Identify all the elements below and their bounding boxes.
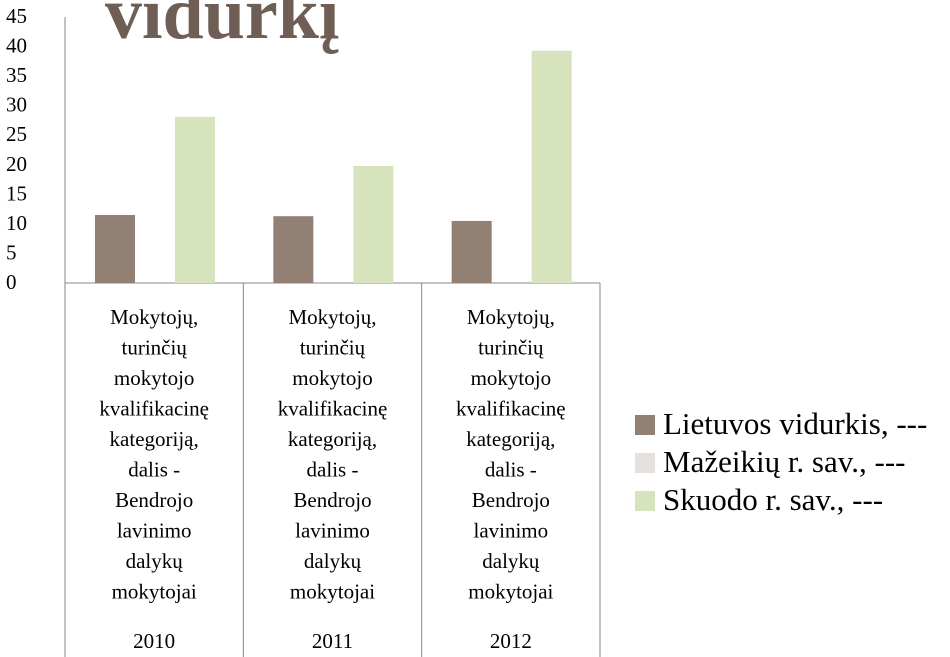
y-tick-label: 30 (6, 93, 27, 117)
y-tick-label: 15 (6, 181, 27, 205)
legend-swatch (635, 415, 655, 435)
bar (95, 215, 135, 283)
bar (353, 165, 394, 283)
category-label-line: turinčių (300, 336, 366, 360)
y-tick-label: 10 (6, 211, 27, 235)
legend-label: Lietuvos vidurkis, --- (663, 406, 928, 441)
category-label-line: Mokytojų, (110, 305, 198, 329)
category-label-line: Mokytojų, (467, 305, 555, 329)
legend-item: Lietuvos vidurkis, --- (635, 405, 947, 443)
y-tick-label: 45 (6, 4, 27, 28)
x-tick-label: 2012 (490, 629, 532, 653)
category-label: Mokytojų, turinčių mokytojo kvalifikacinę ka… (99, 305, 209, 604)
category-label-line: dalykų (126, 549, 184, 573)
category-label-line: dalis - (485, 458, 537, 482)
category-label-line: dalykų (482, 549, 540, 573)
category-label-line: mokytojai (290, 580, 375, 604)
category-label-line: mokytojo (471, 366, 552, 390)
category-label-line: mokytojo (292, 366, 373, 390)
legend: Lietuvos vidurkis, --- Mažeikių r. sav., … (635, 405, 947, 519)
category-label-line: lavinimo (473, 519, 548, 543)
category-label-line: mokytojai (468, 580, 553, 604)
category-label-line: dalis - (307, 458, 359, 482)
category-label-line: Mokytojų, (288, 305, 376, 329)
category-label-line: Bendrojo (472, 488, 550, 512)
y-tick-label: 0 (6, 270, 17, 294)
category-label-line: dalykų (304, 549, 362, 573)
category-label-line: dalis - (128, 458, 180, 482)
category-label-line: kategoriją, (466, 427, 555, 451)
bar (451, 220, 492, 283)
category-label-line: Bendrojo (293, 488, 371, 512)
y-tick-label: 40 (6, 34, 27, 58)
category-label-line: kategoriją, (110, 427, 199, 451)
category-label-line: kvalifikacinę (99, 397, 209, 421)
category-label: Mokytojų, turinčių mokytojo kvalifikacinę ka… (278, 305, 388, 604)
x-tick-label: 2010 (133, 629, 175, 653)
category-label-line: kategoriją, (288, 427, 377, 451)
category-label-line: lavinimo (117, 519, 192, 543)
legend-swatch (635, 491, 655, 511)
legend-item: Mažeikių r. sav., --- (635, 443, 947, 481)
bar (531, 50, 572, 284)
y-tick-label: 20 (6, 152, 27, 176)
category-label-line: mokytojai (112, 580, 197, 604)
legend-swatch (635, 453, 655, 473)
category-label-line: Bendrojo (115, 488, 193, 512)
category-label-line: kvalifikacinę (278, 397, 388, 421)
y-tick-label: 25 (6, 122, 27, 146)
category-label-line: mokytojo (114, 366, 195, 390)
category-label-line: lavinimo (295, 519, 370, 543)
bar (175, 116, 215, 283)
legend-label: Skuodo r. sav., --- (663, 482, 884, 517)
category-label-line: kvalifikacinę (456, 397, 566, 421)
y-tick-label: 35 (6, 63, 27, 87)
category-label-line: turinčių (478, 336, 544, 360)
bar (273, 216, 314, 283)
category-label: Mokytojų, turinčių mokytojo kvalifikacinę ka… (456, 305, 566, 604)
y-tick-label: 5 (6, 240, 17, 264)
legend-item: Skuodo r. sav., --- (635, 481, 947, 519)
category-label-line: turinčių (122, 336, 188, 360)
legend-label: Mažeikių r. sav., --- (663, 444, 906, 479)
chart-title: vidurkį (105, 0, 339, 55)
x-tick-label: 2011 (312, 629, 353, 653)
